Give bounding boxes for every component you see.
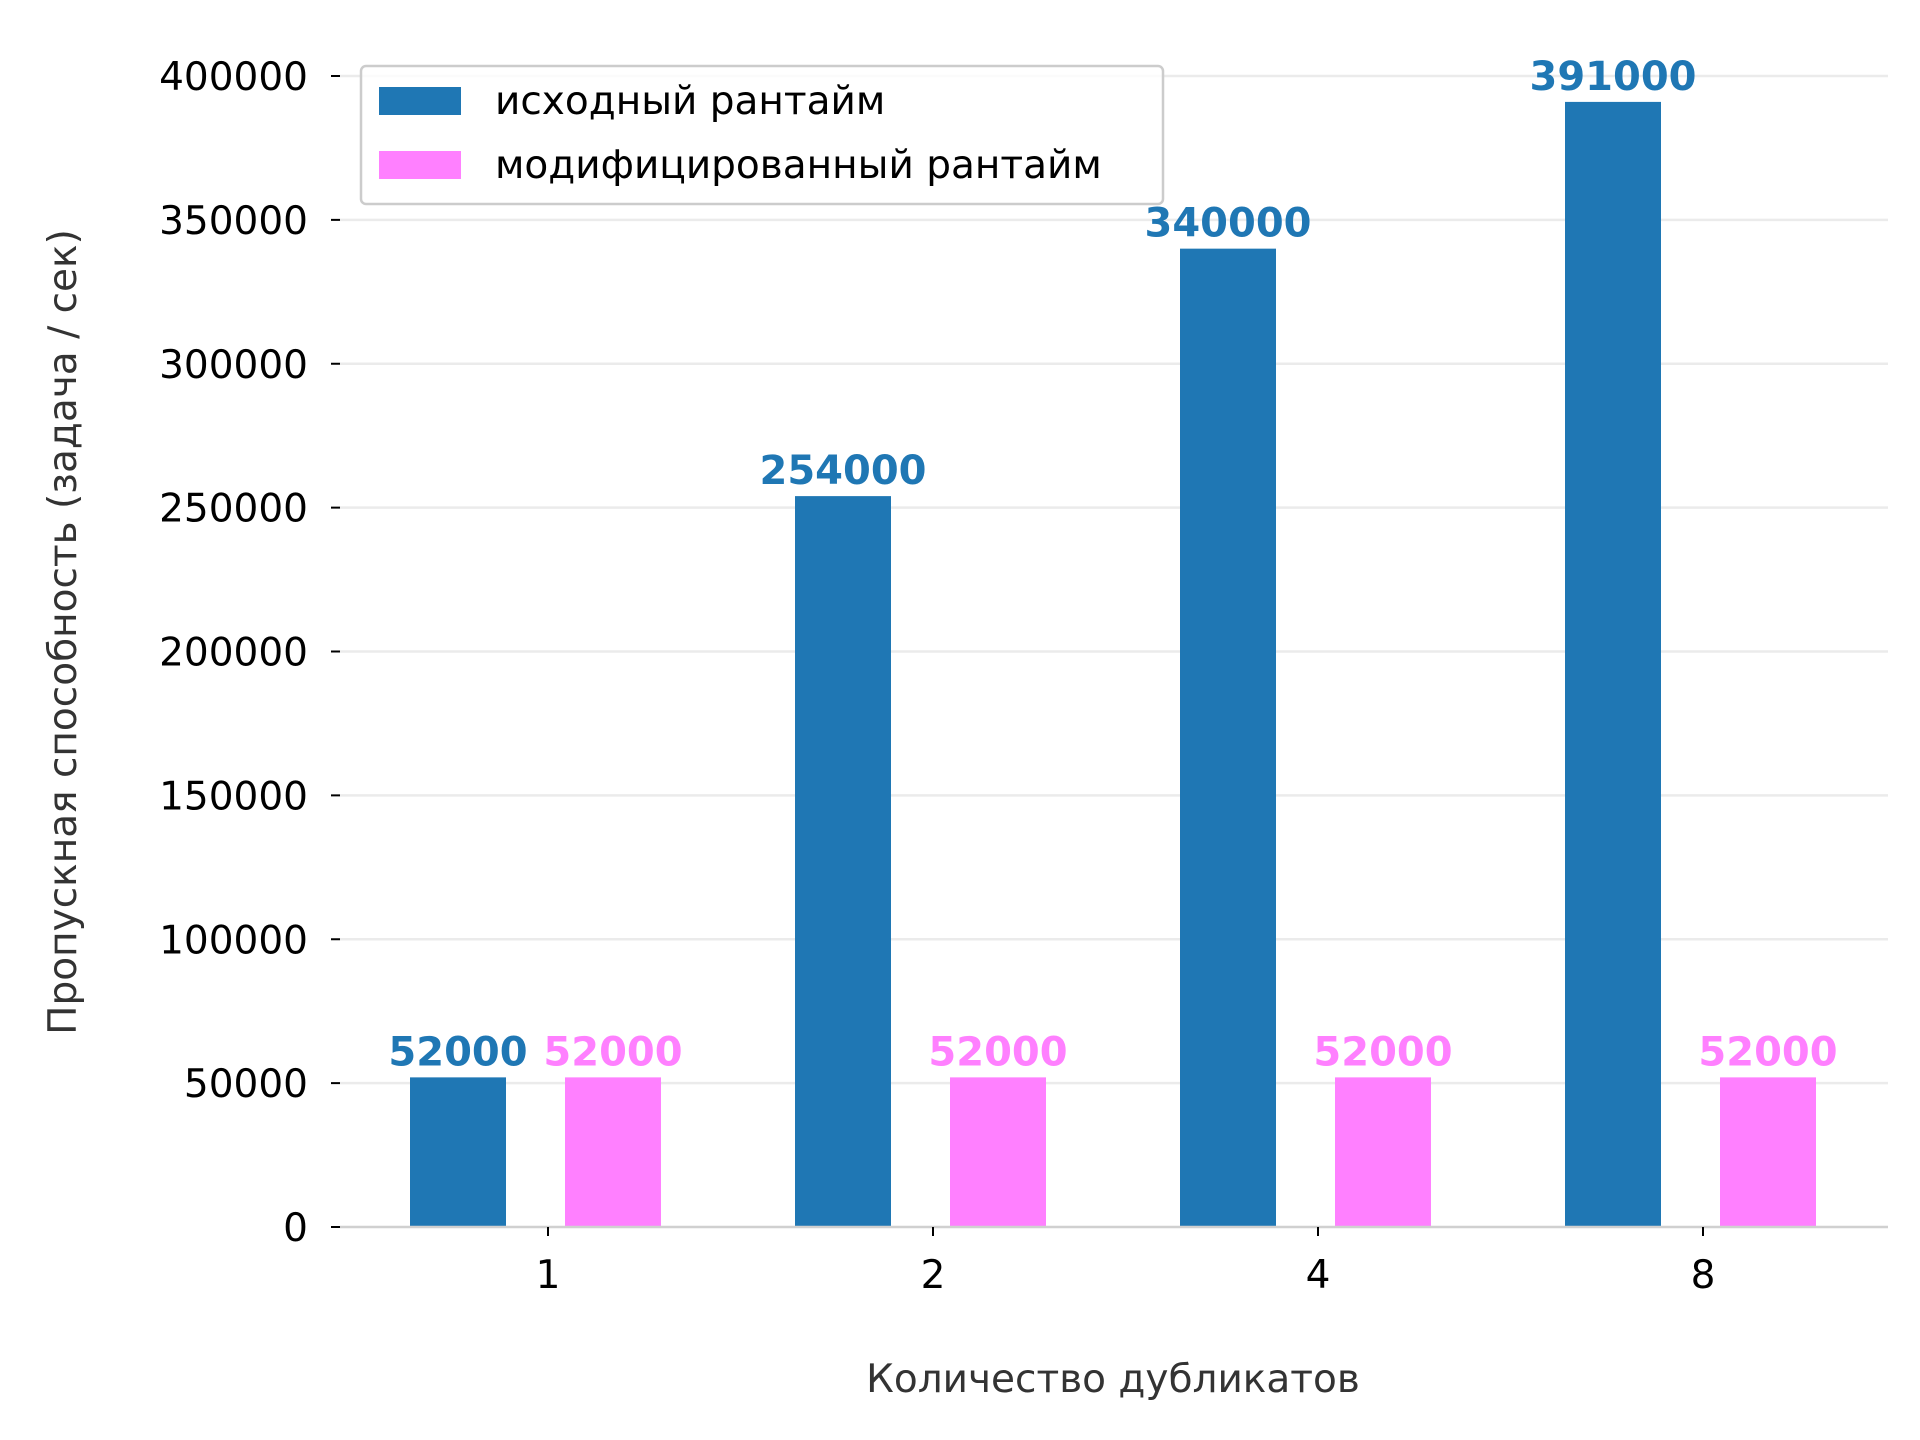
gridlines — [340, 74, 1888, 1085]
bars — [410, 101, 1816, 1228]
bar-2-series-1 — [795, 496, 891, 1227]
legend: исходный рантайм модифицированный рантай… — [359, 64, 1165, 206]
bar-value-label: 52000 — [543, 1029, 682, 1075]
bar-value-label: 52000 — [928, 1029, 1067, 1075]
y-axis-ticks: 0 50000 100000 150000 200000 250000 300000 3500… — [159, 55, 340, 1251]
bar-4-series-2 — [1335, 1077, 1431, 1227]
y-tick-label: 350000 — [159, 199, 308, 244]
bar-value-label: 254000 — [760, 448, 927, 494]
x-axis-label: Количество дубликатов — [866, 1357, 1360, 1402]
x-axis-ticks: 1 2 4 8 — [536, 1227, 1716, 1298]
bar-value-label: 52000 — [1313, 1029, 1452, 1075]
bar-1-series-2 — [565, 1077, 661, 1227]
y-tick-label: 400000 — [159, 55, 308, 100]
bar-value-label: 340000 — [1145, 201, 1312, 247]
legend-label-series-2: модифицированный рантайм — [495, 143, 1102, 188]
bar-2-series-2 — [950, 1077, 1046, 1227]
y-tick-label: 250000 — [159, 487, 308, 532]
bar-8-series-2 — [1720, 1077, 1816, 1227]
y-tick-label: 150000 — [159, 774, 308, 819]
x-tick-label: 4 — [1306, 1253, 1331, 1298]
legend-label-series-1: исходный рантайм — [495, 79, 885, 124]
x-tick-label: 8 — [1691, 1253, 1716, 1298]
bar-value-label: 52000 — [388, 1029, 527, 1075]
legend-swatch-series-2 — [379, 151, 461, 179]
bar-value-labels: 52000 254000 340000 391000 52000 52000 52000 52… — [388, 54, 1837, 1075]
legend-frame — [359, 64, 1165, 206]
bar-1-series-1 — [410, 1077, 506, 1227]
y-tick-label: 50000 — [184, 1062, 308, 1107]
x-tick-label: 1 — [536, 1253, 561, 1298]
bar-value-label: 52000 — [1698, 1029, 1837, 1075]
y-tick-label: 300000 — [159, 343, 308, 388]
bar-4-series-1 — [1180, 248, 1276, 1227]
y-tick-label: 0 — [283, 1206, 308, 1251]
legend-swatch-series-1 — [379, 87, 461, 115]
x-tick-label: 2 — [921, 1253, 946, 1298]
bar-value-label: 391000 — [1530, 54, 1697, 100]
bar-8-series-1 — [1565, 101, 1661, 1228]
y-tick-label: 100000 — [159, 918, 308, 963]
y-tick-label: 200000 — [159, 631, 308, 676]
y-axis-label: Пропускная способность (задача / сек) — [41, 229, 86, 1035]
